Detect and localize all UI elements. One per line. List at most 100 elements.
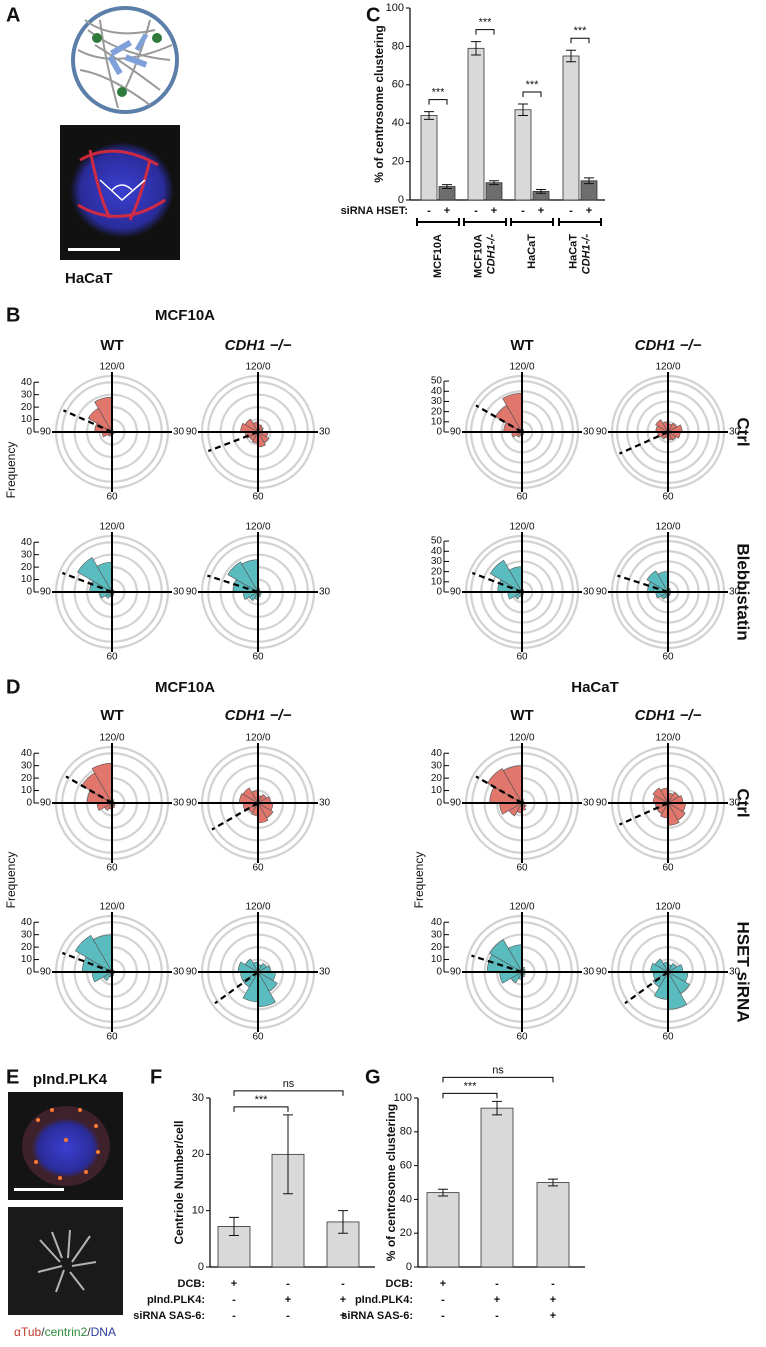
radial-tick-label: 30 [431, 396, 443, 407]
radial-tick-label: 20 [431, 406, 443, 417]
significance-label: *** [479, 17, 493, 29]
row-label: Blebbistatin [734, 543, 753, 640]
radial-tick-label: 0 [436, 587, 442, 598]
mean-angle [61, 951, 113, 974]
group-label: CDH1-/- [580, 234, 592, 275]
mean-angle [624, 971, 669, 1005]
radial-tick-label: 20 [431, 942, 443, 953]
mean-angle [617, 574, 669, 594]
radial-tick-label: 0 [436, 967, 442, 978]
bar [480, 1107, 514, 1268]
radial-tick-label: 0 [436, 798, 442, 809]
angle-tick-label: 60 [252, 1032, 264, 1043]
angle-tick-label: 90 [596, 967, 608, 978]
mean-angle [62, 409, 113, 434]
condition-sign: - [569, 205, 573, 217]
significance-bracket [442, 1092, 498, 1099]
group-bracket [463, 218, 507, 226]
radial-tick-label: 30 [21, 549, 33, 560]
angle-tick-label: 120/0 [245, 902, 270, 913]
row-label: Ctrl [734, 417, 753, 446]
panel-label: G [365, 1066, 381, 1088]
error-bar [338, 1210, 348, 1234]
bar [536, 1182, 570, 1268]
mean-angle [207, 574, 259, 594]
cell-line-label: HaCaT [571, 679, 619, 696]
angle-tick-label: 60 [106, 492, 118, 503]
rose-petal [77, 557, 113, 593]
row-sign: - [286, 1310, 290, 1322]
rose-petal [244, 958, 259, 973]
radial-tick-label: 40 [21, 748, 33, 759]
radial-tick-label: 40 [431, 748, 443, 759]
radial-tick-label: 40 [431, 917, 443, 928]
error-bar [518, 103, 528, 117]
radial-tick-label: 0 [436, 427, 442, 438]
panel-label: A [6, 4, 20, 26]
angle-tick-label: 90 [186, 967, 198, 978]
angle-tick-label: 60 [516, 1032, 528, 1043]
angle-tick-label: 120/0 [509, 902, 534, 913]
significance-label: *** [574, 25, 588, 37]
radial-tick-label: 10 [21, 574, 33, 585]
y-tick-label: 40 [400, 1193, 412, 1205]
mean-angle [211, 802, 259, 831]
significance-label: ns [492, 1064, 504, 1076]
angle-tick-label: 90 [40, 798, 52, 809]
row-sign: + [340, 1310, 346, 1322]
angle-tick-label: 120/0 [655, 733, 680, 744]
angle-tick-label: 30 [583, 967, 595, 978]
y-axis-label: % of centrosome clustering [384, 1104, 398, 1261]
y-tick-label: 30 [192, 1092, 204, 1104]
row-sign: - [232, 1310, 236, 1322]
mean-angle [214, 971, 259, 1005]
significance-bracket [570, 37, 590, 44]
bar [562, 55, 580, 201]
y-axis-label: Frequency [4, 442, 18, 499]
row-label: DCB: [386, 1278, 414, 1290]
angle-tick-label: 30 [729, 427, 741, 438]
angle-tick-label: 60 [106, 1032, 118, 1043]
angle-tick-label: 60 [252, 492, 264, 503]
y-axis-label: % of centrosome clustering [372, 25, 386, 182]
angle-tick-label: 120/0 [509, 362, 534, 373]
radial-tick-label: 0 [26, 798, 32, 809]
y-tick-label: 20 [392, 156, 404, 168]
radial-tick-label: 10 [431, 416, 443, 427]
radial-tick-label: 20 [431, 566, 443, 577]
genotype-label: WT [510, 337, 533, 354]
micrograph [60, 125, 180, 260]
group-label: HaCaT [526, 234, 538, 269]
radial-tick-label: 30 [431, 556, 443, 567]
significance-bracket [442, 1076, 554, 1083]
angle-tick-label: 90 [40, 427, 52, 438]
radial-tick-label: 0 [26, 427, 32, 438]
row-sign: - [495, 1278, 499, 1290]
genotype-label: WT [100, 707, 123, 724]
rose-petal [652, 787, 669, 804]
angle-tick-label: 120/0 [99, 522, 124, 533]
row-sign: + [231, 1278, 237, 1290]
radial-tick-label: 10 [431, 954, 443, 965]
y-tick-label: 60 [392, 79, 404, 91]
bar [467, 47, 485, 201]
stain-part: DNA [91, 1325, 116, 1339]
radial-tick-label: 20 [21, 773, 33, 784]
row-label: Ctrl [734, 788, 753, 817]
row-label: pInd.PLK4: [147, 1294, 205, 1306]
error-bar [424, 111, 434, 120]
angle-tick-label: 60 [252, 863, 264, 874]
radial-tick-label: 20 [21, 402, 33, 413]
row-sign: + [550, 1310, 556, 1322]
panel-label: F [150, 1066, 162, 1088]
mean-angle [471, 954, 523, 974]
radial-tick-label: 40 [21, 917, 33, 928]
significance-label: *** [432, 87, 446, 99]
angle-tick-label: 30 [173, 798, 185, 809]
angle-tick-label: 30 [319, 587, 331, 598]
angle-tick-label: 120/0 [99, 733, 124, 744]
angle-tick-label: 60 [516, 863, 528, 874]
radial-tick-label: 50 [431, 376, 443, 387]
significance-bracket [428, 99, 448, 105]
radial-tick-label: 40 [431, 386, 443, 397]
